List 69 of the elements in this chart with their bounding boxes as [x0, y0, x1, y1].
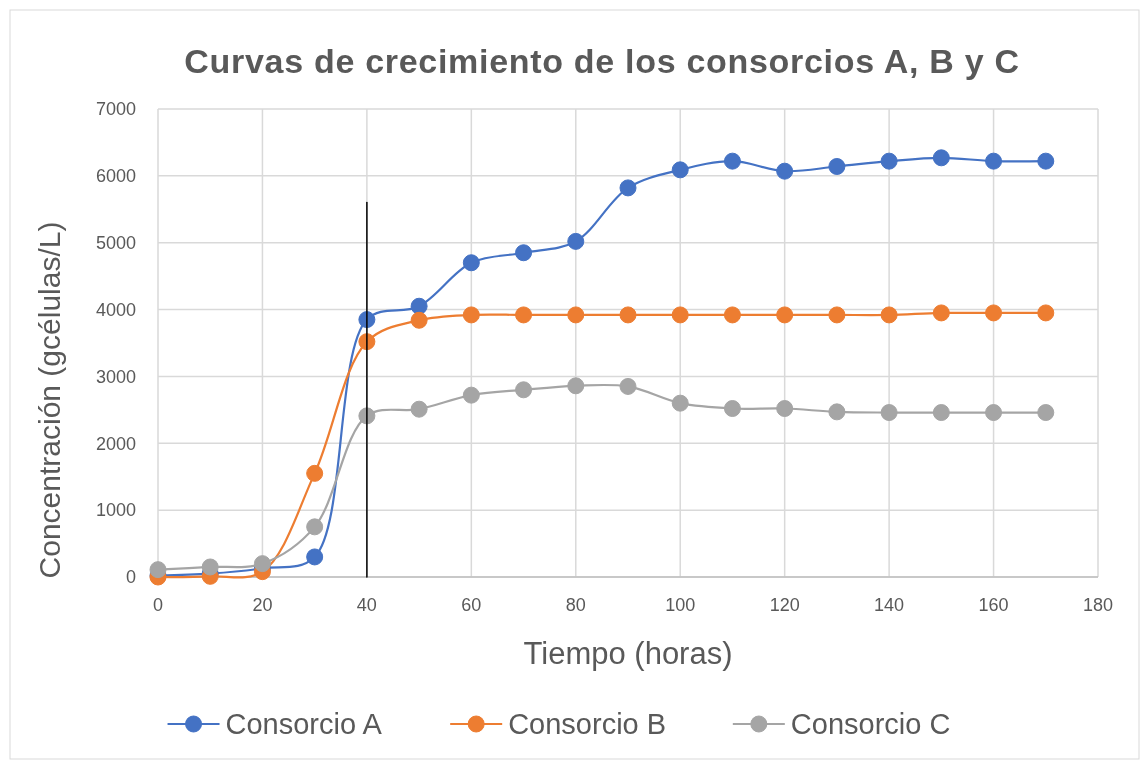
point: [776, 162, 794, 180]
x-tick-label: 0: [152, 595, 164, 615]
point: [1037, 304, 1055, 322]
point: [880, 404, 898, 422]
point: [306, 548, 324, 566]
point: [985, 404, 1003, 422]
point: [828, 158, 846, 175]
point: [723, 400, 741, 418]
point: [515, 306, 533, 324]
x-tick-label: 180: [1082, 595, 1114, 615]
point: [410, 311, 428, 329]
point: [671, 394, 689, 412]
point: [462, 254, 480, 272]
point: [619, 377, 637, 395]
y-tick-label: 7000: [95, 99, 136, 120]
y-axis-title: Concentración (gcélulas/L): [33, 221, 66, 579]
y-tick-label: 2000: [95, 433, 136, 454]
chart-title: Curvas de crecimiento de los consorcios A, B y C: [184, 42, 1020, 80]
point: [880, 152, 898, 170]
point: [1037, 152, 1055, 170]
legend-label: Consorcio C: [790, 708, 951, 741]
x-tick-label: 100: [665, 595, 696, 615]
point: [253, 555, 271, 573]
point: [306, 518, 324, 536]
point: [410, 297, 428, 315]
y-tick-label: 5000: [95, 233, 136, 254]
point: [201, 558, 219, 576]
point: [619, 306, 637, 324]
point: [619, 179, 637, 197]
point: [567, 377, 585, 395]
y-tick-label: 4000: [95, 299, 136, 320]
point: [306, 464, 324, 482]
point: [462, 386, 480, 404]
point: [776, 400, 794, 418]
point: [723, 306, 741, 324]
point: [776, 306, 794, 324]
point: [828, 403, 846, 421]
x-tick-label: 160: [978, 595, 1009, 615]
point: [462, 306, 480, 324]
legend-label: Consorcio B: [508, 708, 667, 741]
y-tick-label: 3000: [95, 366, 136, 387]
x-tick-label: 80: [565, 595, 586, 615]
y-tick-label: 0: [125, 567, 136, 588]
x-tick-label: 60: [461, 595, 482, 615]
legend-label: Consorcio A: [225, 708, 383, 741]
y-tick-label: 1000: [95, 500, 136, 521]
x-axis-title: Tiempo (horas): [523, 636, 733, 671]
point: [1037, 404, 1055, 422]
point: [932, 304, 950, 322]
y-tick-label: 6000: [95, 166, 136, 187]
point: [671, 306, 689, 324]
point: [410, 400, 428, 418]
x-tick-label: 140: [874, 595, 905, 615]
point: [723, 152, 741, 170]
point: [149, 561, 167, 579]
point: [932, 404, 950, 422]
point: [567, 306, 585, 324]
point: [567, 232, 585, 250]
point: [932, 149, 950, 167]
point: [515, 381, 533, 399]
point: [515, 244, 533, 262]
point: [985, 152, 1003, 170]
point: [671, 161, 689, 179]
point: [828, 306, 846, 324]
point: [880, 306, 898, 324]
x-tick-label: 20: [252, 595, 273, 615]
x-tick-label: 120: [769, 595, 800, 615]
x-tick-label: 40: [356, 595, 377, 615]
point: [985, 304, 1003, 322]
